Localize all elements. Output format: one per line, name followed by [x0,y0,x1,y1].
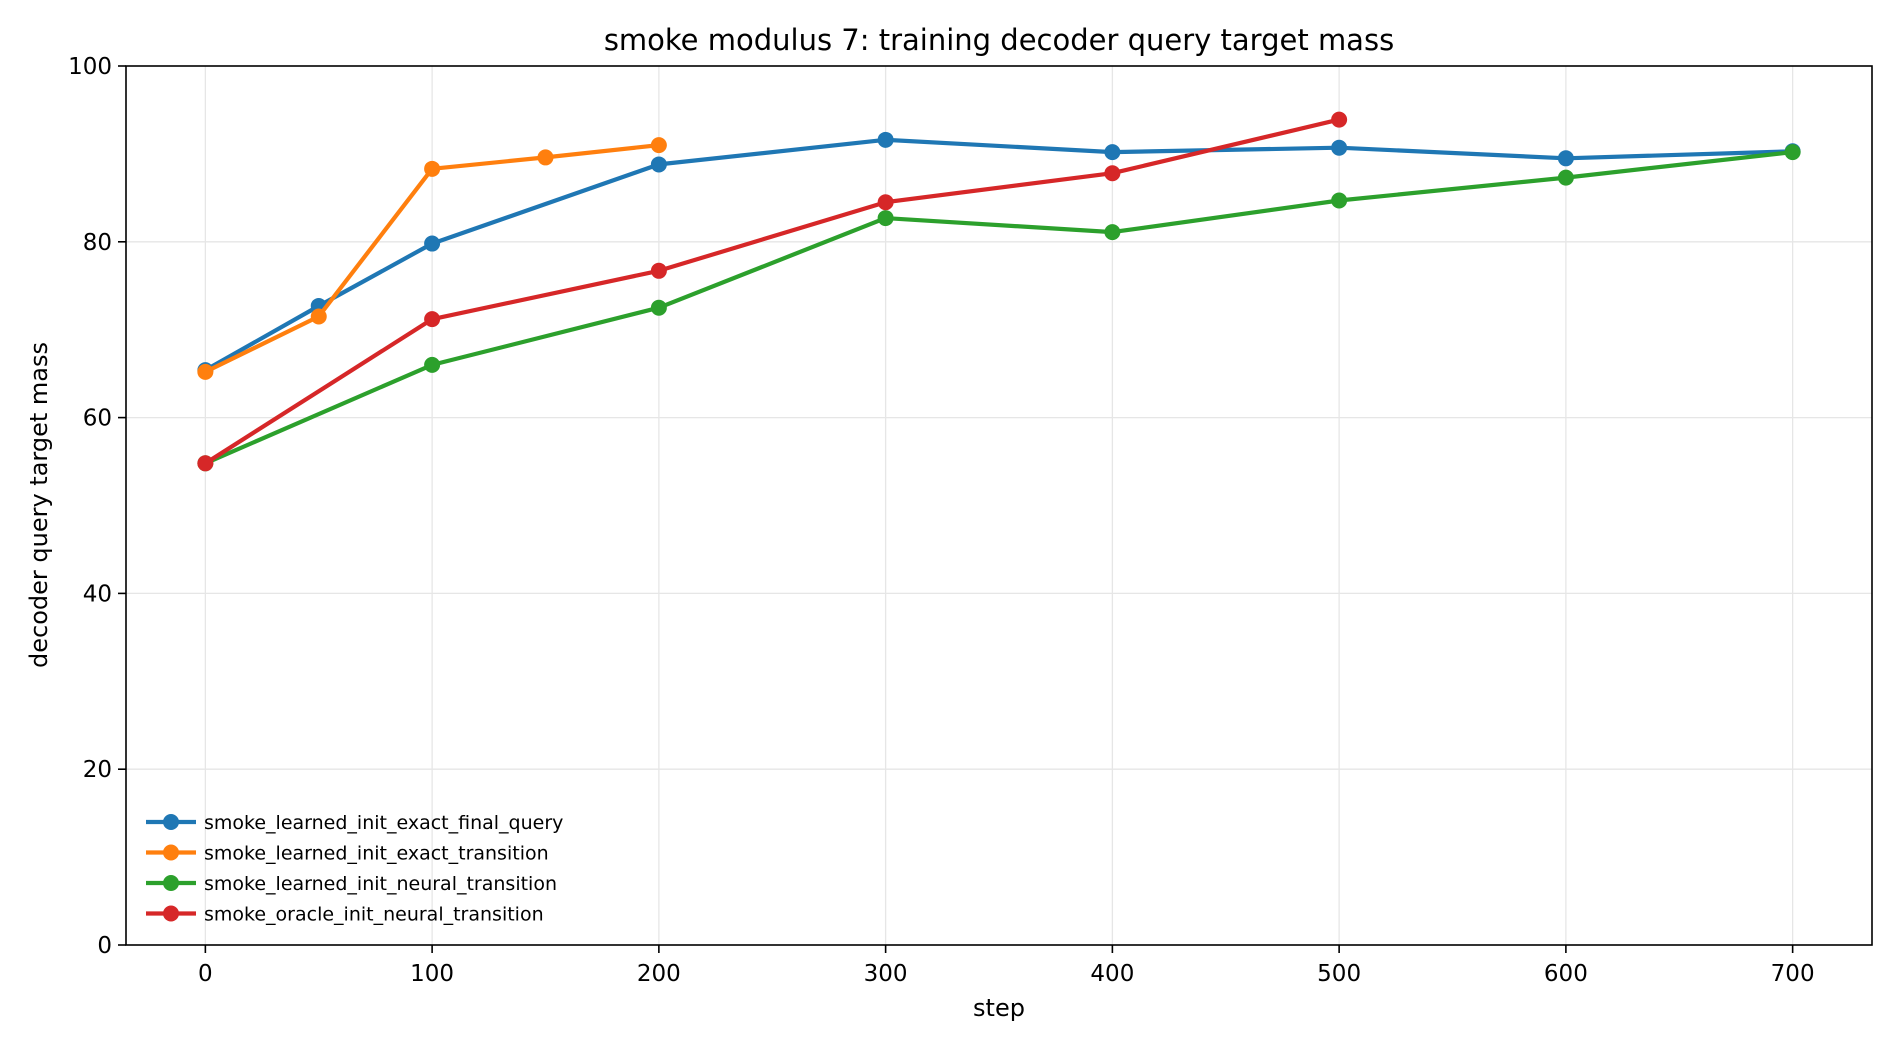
data-point [424,311,441,328]
legend-marker [163,875,179,891]
series-group [197,137,667,380]
data-point [197,455,214,472]
legend-item: smoke_learned_init_neural_transition [146,873,557,895]
x-tick-label: 500 [1317,961,1361,987]
data-point [1104,224,1121,241]
legend-item: smoke_learned_init_exact_transition [146,843,549,865]
data-point [650,137,667,154]
x-tick-label: 0 [198,961,213,987]
data-point [877,131,894,148]
legend-label: smoke_learned_init_neural_transition [204,873,557,895]
axis-ticks: 0 100 200 300 400 500 600 700 0 20 40 60 80 100 [68,54,1814,987]
legend-label: smoke_learned_init_exact_transition [204,843,549,865]
chart-title: smoke modulus 7: training decoder query … [604,23,1394,57]
y-tick-label: 100 [68,54,112,80]
data-point [650,156,667,173]
data-point [877,210,894,227]
data-point [1104,165,1121,182]
plot-series [197,111,1801,472]
y-tick-label: 20 [83,757,112,783]
data-point [310,308,327,325]
series-group [197,111,1348,472]
series-group [197,144,1801,472]
legend-item: smoke_oracle_init_neural_transition [146,904,544,926]
data-point [650,299,667,316]
x-tick-label: 700 [1771,961,1815,987]
y-tick-label: 80 [83,230,112,256]
data-point [1557,169,1574,186]
legend-marker [163,844,179,861]
legend-item: smoke_learned_init_exact_final_query [146,812,563,834]
legend: smoke_learned_init_exact_final_querysmok… [146,812,563,926]
plot-frame [125,65,1873,946]
data-point [1331,139,1348,156]
x-tick-label: 200 [637,961,681,987]
legend-label: smoke_oracle_init_neural_transition [204,904,544,926]
data-point [877,194,894,211]
data-point [1104,144,1121,161]
y-tick-label: 0 [97,933,112,959]
y-axis-label: decoder query target mass [25,342,53,668]
x-tick-label: 300 [864,961,908,987]
data-point [650,262,667,279]
data-point [1784,144,1801,161]
data-point [1331,111,1348,128]
x-tick-label: 100 [410,961,454,987]
data-point [1331,192,1348,209]
data-point [424,356,441,373]
legend-label: smoke_learned_init_exact_final_query [204,812,563,834]
x-tick-label: 400 [1090,961,1134,987]
data-point [424,160,441,177]
x-axis-label: step [973,994,1025,1022]
series-line [203,117,1342,466]
legend-marker [163,905,179,922]
data-point [424,235,441,252]
series-line [203,137,1795,373]
x-tick-label: 600 [1544,961,1588,987]
data-point [537,149,554,166]
y-tick-label: 60 [83,406,112,432]
data-point [197,363,214,380]
legend-marker [163,814,179,830]
y-tick-label: 40 [83,581,112,607]
data-point [1557,150,1574,167]
series-line [203,150,1795,466]
